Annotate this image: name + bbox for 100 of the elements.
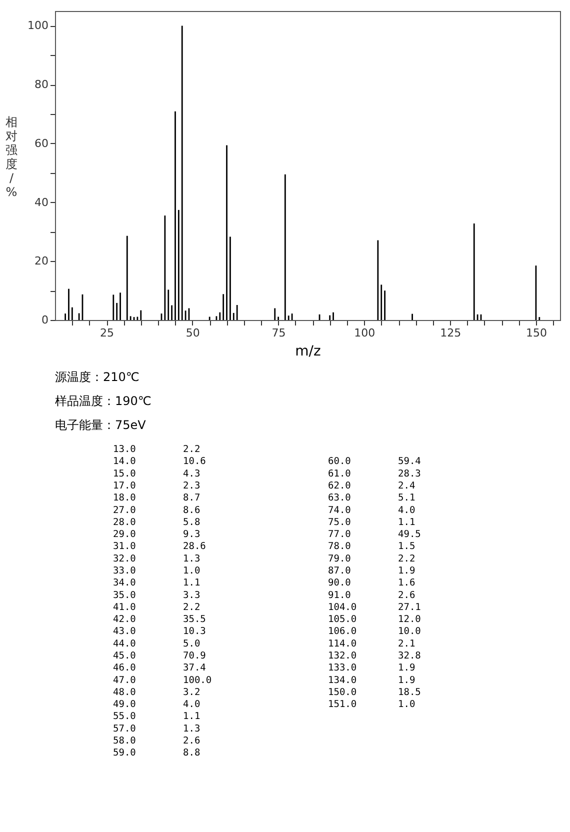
text: 62.0	[328, 480, 352, 492]
text: 48.0	[113, 686, 136, 698]
text: 1.3	[183, 553, 200, 564]
text: 79.0	[328, 553, 352, 564]
text: 5.1	[398, 492, 416, 504]
text: 4.3	[183, 468, 200, 480]
text: 114.0	[328, 638, 357, 650]
text: 41.0	[113, 602, 136, 613]
text: 100.0	[183, 674, 212, 686]
text: 1.1	[183, 711, 200, 722]
text: 1.0	[398, 699, 416, 710]
text: 2.4	[398, 480, 416, 492]
text: 31.0	[113, 541, 136, 552]
text: 134.0	[328, 674, 357, 686]
text: 样品温度：190℃	[55, 394, 152, 408]
text: 32.8	[398, 650, 422, 662]
text: 42.0	[113, 614, 136, 626]
text: 133.0	[328, 662, 357, 674]
text: 63.0	[328, 492, 352, 504]
y-tick-label: 80	[34, 78, 48, 92]
text: 2.3	[183, 480, 200, 492]
text: 105.0	[328, 614, 357, 626]
text: 1.1	[183, 578, 200, 589]
text: 77.0	[328, 529, 352, 540]
text: 8.7	[183, 492, 200, 504]
text: 3.3	[183, 590, 200, 601]
text: 150.0	[328, 686, 357, 698]
text: 151.0	[328, 699, 357, 710]
text: 49.5	[398, 529, 421, 540]
text: 32.0	[113, 553, 136, 564]
x-tick-label: 125	[440, 326, 462, 340]
text: 132.0	[328, 650, 357, 662]
text: 57.0	[113, 723, 136, 734]
y-tick-label: 40	[34, 196, 48, 209]
x-axis-title: m/z	[295, 344, 321, 360]
text: 1.1	[398, 516, 416, 528]
text: 55.0	[113, 711, 136, 722]
y-tick-label: 60	[34, 136, 48, 150]
text: 59.0	[113, 748, 136, 759]
text: 1.9	[398, 674, 416, 686]
y-axis-title: 相对强度/%	[6, 114, 18, 199]
text: 18.0	[113, 492, 136, 504]
text: 4.0	[398, 504, 416, 516]
text: 10.0	[398, 626, 422, 638]
y-tick-label: 100	[28, 19, 48, 32]
text: 3.2	[183, 686, 200, 698]
text: 46.0	[113, 662, 136, 674]
text: 49.0	[113, 699, 136, 710]
text: 106.0	[328, 626, 357, 638]
text: 8.6	[183, 504, 200, 516]
text: 1.6	[398, 578, 416, 589]
x-tick-label: 25	[100, 326, 114, 340]
text: 33.0	[113, 566, 136, 576]
text: 9.3	[183, 529, 200, 540]
text: 104.0	[328, 602, 357, 613]
text: 28.6	[183, 541, 206, 552]
text: 29.0	[113, 529, 136, 540]
text: 17.0	[113, 480, 136, 492]
text: 87.0	[328, 566, 352, 576]
text: 5.8	[183, 516, 200, 528]
text: 5.0	[183, 638, 200, 650]
text: 91.0	[328, 590, 352, 601]
text: 2.2	[183, 444, 200, 456]
text: 28.0	[113, 516, 136, 528]
text: 4.0	[183, 699, 200, 710]
text: 74.0	[328, 504, 352, 516]
y-tick-label: 20	[34, 254, 48, 268]
text: 70.9	[183, 650, 206, 662]
text: 78.0	[328, 541, 352, 552]
text: 75.0	[328, 516, 352, 528]
text: 电子能量：75eV	[55, 418, 147, 432]
text: 37.4	[183, 662, 206, 674]
text: 61.0	[328, 468, 352, 480]
text: 28.3	[398, 468, 421, 480]
text: 44.0	[113, 638, 136, 650]
text: 60.0	[328, 456, 352, 468]
text: 90.0	[328, 578, 352, 589]
text: 1.5	[398, 541, 416, 552]
text: 27.1	[398, 602, 422, 613]
x-tick-label: 75	[272, 326, 286, 340]
text: 1.9	[398, 566, 416, 576]
x-tick-label: 150	[526, 326, 547, 340]
x-tick-label: 100	[354, 326, 376, 340]
text: 2.6	[398, 590, 416, 601]
text: 12.0	[398, 614, 422, 626]
text: 58.0	[113, 736, 136, 746]
text: 2.2	[183, 602, 200, 613]
text: 2.6	[183, 736, 200, 746]
text: 47.0	[113, 674, 136, 686]
text: 1.9	[398, 662, 416, 674]
text: 源温度：210℃	[55, 370, 140, 384]
y-tick-label: 0	[42, 314, 48, 326]
text: 18.5	[398, 686, 421, 698]
text: 34.0	[113, 578, 136, 589]
text: 35.5	[183, 614, 206, 626]
text: 15.0	[113, 468, 136, 480]
text: 14.0	[113, 456, 136, 468]
text: 27.0	[113, 504, 136, 516]
text: 10.6	[183, 456, 206, 468]
text: 45.0	[113, 650, 136, 662]
